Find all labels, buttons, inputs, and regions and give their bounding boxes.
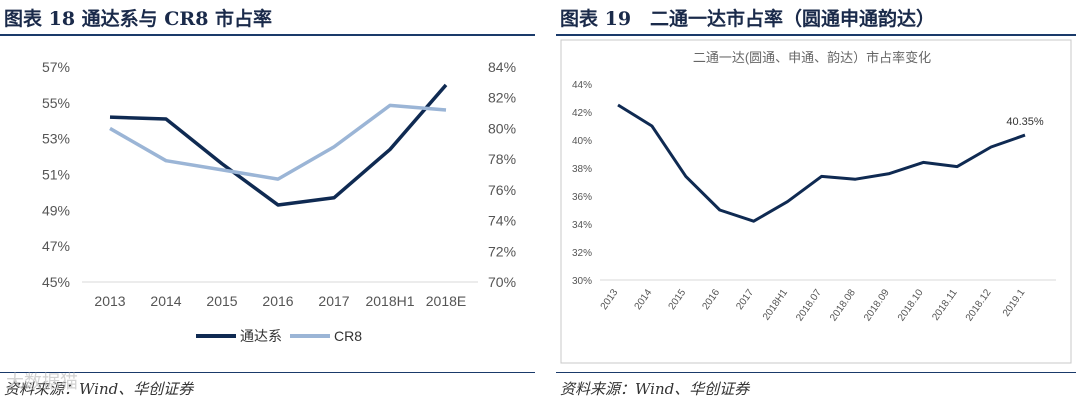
y-tick-label: 38% xyxy=(572,164,592,175)
y-left-tick-label: 53% xyxy=(42,131,70,147)
y-right-tick-label: 78% xyxy=(488,151,516,167)
x-tick-label: 2018.11 xyxy=(930,287,960,323)
right-chart: 二通一达(圆通、申通、韵达）市占率变化 44% 42% 40% 38% 36% 34% 32%… xyxy=(560,39,1072,364)
y-tick-label: 34% xyxy=(572,220,592,231)
y-right-tick-label: 72% xyxy=(488,243,516,259)
left-bottom-rule xyxy=(0,372,535,373)
legend-label: 通达系 xyxy=(240,328,282,344)
left-title-rule xyxy=(0,34,535,36)
right-title-rule xyxy=(556,34,1076,36)
x-tick-label: 2018.12 xyxy=(964,287,994,323)
series-line-cr8 xyxy=(109,103,447,181)
x-tick-label: 2013 xyxy=(94,293,125,309)
y-tick-label: 36% xyxy=(572,192,592,203)
left-figure-panel: 图表 18 通达系与 CR8 市占率 57% 55% 53% 51% 49% 47% 45%… xyxy=(0,0,535,404)
data-label-last: 40.35% xyxy=(1006,116,1044,128)
y-right-tick-label: 84% xyxy=(488,59,516,75)
x-tick-label: 2015 xyxy=(206,293,237,309)
chart-title: 二通一达(圆通、申通、韵达）市占率变化 xyxy=(693,50,931,65)
x-tick-label: 2018.09 xyxy=(862,287,892,323)
x-tick-label: 2018.07 xyxy=(794,287,824,323)
x-tick-label: 2015 xyxy=(667,287,689,312)
x-tick-label: 2017 xyxy=(318,293,349,309)
chart-frame xyxy=(560,39,1072,364)
y-tick-label: 30% xyxy=(572,276,592,287)
right-bottom-rule xyxy=(556,372,1076,373)
y-left-tick-label: 55% xyxy=(42,95,70,111)
x-tick-label: 2018.10 xyxy=(896,287,926,323)
y-right-tick-label: 70% xyxy=(488,274,516,290)
x-tick-label: 2017 xyxy=(734,287,756,312)
x-tick-label: 2016 xyxy=(262,293,293,309)
x-tick-label: 2018.08 xyxy=(828,287,858,323)
y-left-tick-label: 57% xyxy=(42,59,70,75)
y-right-tick-label: 76% xyxy=(488,182,516,198)
y-left-tick-label: 45% xyxy=(42,274,70,290)
y-right-tick-label: 80% xyxy=(488,120,516,136)
x-tick-label: 2013 xyxy=(599,287,621,312)
y-right-tick-label: 74% xyxy=(488,213,516,229)
legend-label: CR8 xyxy=(334,328,362,344)
left-source-note: 资料来源：Wind、华创证券 xyxy=(4,380,194,398)
y-right-tick-label: 82% xyxy=(488,90,516,106)
right-source-note: 资料来源：Wind、华创证券 xyxy=(560,380,750,398)
x-tick-label: 2018H1 xyxy=(365,293,414,309)
right-figure-panel: 图表 19 二通一达市占率（圆通申通韵达） 二通一达(圆通、申通、韵达）市占率变… xyxy=(556,0,1076,404)
x-tick-label: 2014 xyxy=(150,293,181,309)
right-figure-title: 图表 19 二通一达市占率（圆通申通韵达） xyxy=(560,8,936,30)
x-tick-label: 2016 xyxy=(700,287,722,312)
left-figure-title: 图表 18 通达系与 CR8 市占率 xyxy=(4,8,273,30)
x-tick-label: 2018H1 xyxy=(761,287,790,322)
left-chart: 57% 55% 53% 51% 49% 47% 45% 84% 82% 80% 78% 76% 74% 7… xyxy=(42,59,516,344)
series-line-share xyxy=(617,103,1026,223)
y-left-tick-label: 51% xyxy=(42,167,70,183)
x-tick-label: 2014 xyxy=(633,287,655,312)
y-tick-label: 32% xyxy=(572,248,592,259)
watermark-logo: 大数据猫 xyxy=(6,372,78,393)
y-left-tick-label: 49% xyxy=(42,202,70,218)
y-tick-label: 42% xyxy=(572,108,592,119)
y-left-tick-label: 47% xyxy=(42,238,70,254)
series-line-tongda xyxy=(109,83,448,207)
x-tick-label: 2019.1 xyxy=(1001,287,1028,319)
y-tick-label: 40% xyxy=(572,136,592,147)
y-tick-label: 44% xyxy=(572,80,592,91)
x-tick-label: 2018E xyxy=(426,293,466,309)
